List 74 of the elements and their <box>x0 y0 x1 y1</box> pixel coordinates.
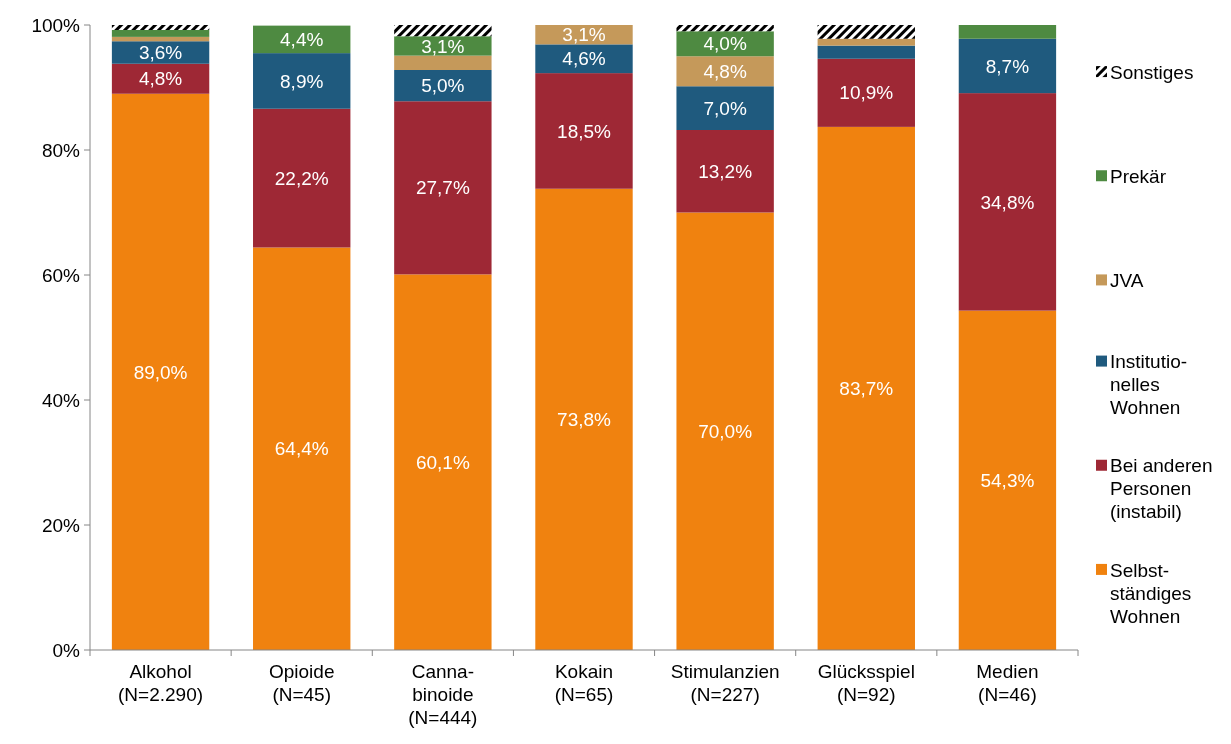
data-label: 8,7% <box>985 55 1030 77</box>
legend-label: Sonstiges <box>1110 61 1194 83</box>
x-tick-label: Opioide (N=45) <box>268 661 335 705</box>
bar <box>253 53 351 109</box>
data-label: 3,1% <box>421 35 465 57</box>
data-label: 73,8% <box>557 409 612 431</box>
x-tick-label: Canna- binoide (N=444) <box>408 661 478 728</box>
legend-label: JVA <box>1110 270 1144 292</box>
y-tick-label: 20% <box>41 514 81 536</box>
data-label: 4,8% <box>138 68 183 90</box>
bar <box>394 274 492 650</box>
data-label: 4,4% <box>280 29 324 51</box>
y-tick-label: 80% <box>41 139 81 161</box>
bar <box>394 70 492 102</box>
data-label: 18,5% <box>557 120 612 142</box>
legend-label: Institutio- nelles Wohnen <box>1110 351 1188 419</box>
bar <box>817 58 915 127</box>
data-label: 4,6% <box>562 48 606 70</box>
data-label: 4,8% <box>703 60 747 82</box>
bar <box>676 56 774 87</box>
legend-label: Prekär <box>1110 165 1167 187</box>
data-label: 54,3% <box>980 469 1035 491</box>
data-label: 34,8% <box>980 191 1035 213</box>
data-label: 89,0% <box>133 361 188 383</box>
bar <box>394 55 492 70</box>
data-label: 8,9% <box>280 70 324 92</box>
bar <box>111 25 210 30</box>
bar <box>394 101 492 275</box>
y-tick-label: 100% <box>31 14 81 36</box>
data-label: 3,6% <box>138 42 183 64</box>
data-label: 3,1% <box>562 24 606 46</box>
data-label: 22,2% <box>274 167 329 189</box>
x-tick-label: Alkohol (N=2.290) <box>118 661 204 705</box>
bar <box>394 25 492 37</box>
data-label: 4,0% <box>703 33 747 55</box>
y-tick-label: 0% <box>52 639 81 661</box>
y-tick-label: 60% <box>41 264 81 286</box>
x-tick-label: Kokain (N=65) <box>554 661 614 705</box>
bar <box>817 126 915 650</box>
data-label: 60,1% <box>415 451 470 473</box>
y-tick-label: 40% <box>41 389 81 411</box>
bar <box>394 36 492 56</box>
data-label: 70,0% <box>698 420 753 442</box>
data-label: 27,7% <box>415 177 470 199</box>
legend-label: Bei anderen Personen (instabil) <box>1110 455 1213 523</box>
bar <box>676 212 774 650</box>
bar <box>958 310 1057 650</box>
data-label: 13,2% <box>698 160 753 182</box>
bar <box>817 45 915 59</box>
bar <box>958 25 1057 39</box>
bar <box>958 38 1057 94</box>
bar <box>676 130 774 213</box>
data-label: 7,0% <box>703 97 747 119</box>
data-label: 10,9% <box>839 82 894 104</box>
bar <box>111 93 210 650</box>
bar <box>676 25 774 32</box>
data-label: 5,0% <box>421 75 465 97</box>
data-label: 64,4% <box>274 438 329 460</box>
x-tick-label: Stimulanzien (N=227) <box>670 661 780 705</box>
bar <box>253 108 351 248</box>
bar <box>817 25 915 39</box>
bar <box>535 73 633 189</box>
bar <box>958 93 1057 311</box>
bar <box>676 86 774 130</box>
bar <box>535 188 633 650</box>
bar <box>535 44 633 74</box>
data-label: 83,7% <box>839 378 894 400</box>
bar <box>817 38 915 46</box>
bar <box>111 30 210 37</box>
bar <box>253 247 351 650</box>
legend-label: Selbst- ständiges Wohnen <box>1110 559 1192 627</box>
x-tick-label: Medien (N=46) <box>976 661 1039 705</box>
bar <box>111 36 210 42</box>
x-tick-label: Glücksspiel (N=92) <box>817 661 915 705</box>
